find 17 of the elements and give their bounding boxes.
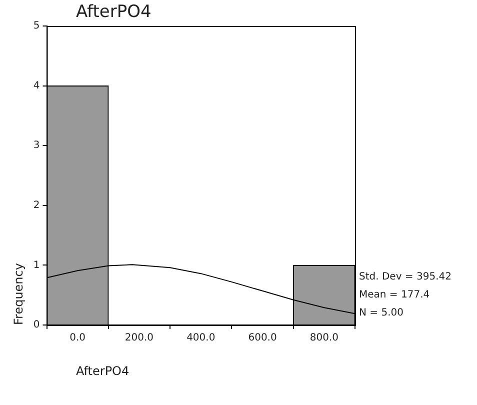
- y-tick-label: 1: [33, 260, 40, 271]
- text: Mean = 177.4: [359, 290, 430, 301]
- y-tick-label: 3: [33, 140, 40, 152]
- x-axis-title: AfterPO4: [76, 364, 130, 378]
- x-tick-label: 200.0: [124, 332, 154, 344]
- y-tick-label: 2: [33, 200, 40, 211]
- chart-title: AfterPO4: [76, 2, 152, 22]
- x-tick-label: 400.0: [186, 332, 216, 344]
- text: Std. Dev = 395.42: [359, 272, 452, 283]
- x-tick-label: 600.0: [248, 332, 277, 344]
- x-tick-label: 0.0: [70, 332, 86, 344]
- text: N = 5.00: [359, 308, 404, 319]
- y-axis-title: Frequency: [11, 263, 26, 325]
- x-tick-label: 800.0: [310, 332, 338, 344]
- y-tick-label: 4: [33, 80, 40, 92]
- y-tick-label: 0: [33, 320, 40, 331]
- y-tick-label: 5: [33, 20, 40, 32]
